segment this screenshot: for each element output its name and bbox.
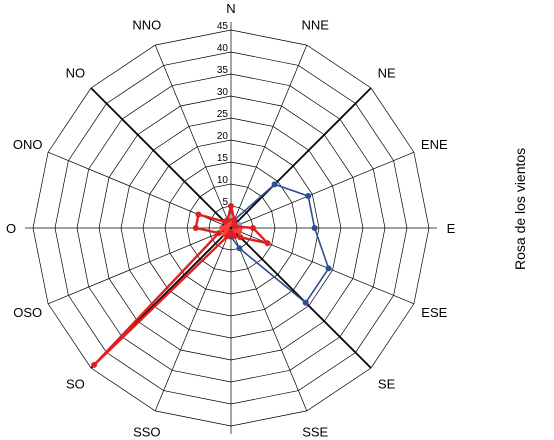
- data-point: [215, 230, 222, 237]
- direction-label-ono: ONO: [13, 137, 43, 152]
- spoke-ene: [230, 151, 415, 229]
- direction-label-ese: ESE: [421, 305, 447, 320]
- radial-tick-label: 15: [217, 153, 229, 164]
- series-line: [221, 183, 330, 304]
- data-point: [302, 299, 309, 306]
- data-point: [232, 223, 239, 230]
- direction-label-ne: NE: [378, 65, 396, 80]
- direction-label-nno: NNO: [132, 18, 161, 33]
- direction-label-e: E: [447, 221, 456, 236]
- direction-label-so: SO: [66, 377, 85, 392]
- spoke-oso: [47, 227, 232, 305]
- direction-labels: NNNENEENEEESESESSESSSOSOOSOOONONONNO: [6, 1, 456, 439]
- wind-rose-chart: 051015202530354045 NNNENEENEEESESESSESSS…: [6, 1, 456, 439]
- data-point: [192, 225, 199, 231]
- data-series: [91, 181, 332, 368]
- direction-label-sse: SSE: [302, 424, 328, 439]
- direction-label-no: NO: [66, 65, 86, 80]
- spoke-no: [90, 87, 232, 229]
- data-point: [237, 234, 244, 241]
- data-point: [224, 233, 231, 240]
- direction-label-o: O: [6, 221, 16, 236]
- radial-tick-label: 5: [222, 197, 228, 208]
- direction-label-sso: SSO: [133, 424, 160, 439]
- data-point: [325, 265, 332, 272]
- direction-label-n: N: [226, 1, 235, 16]
- data-point: [231, 216, 238, 223]
- data-point: [271, 181, 278, 188]
- direction-label-nne: NNE: [301, 18, 329, 33]
- spoke-nno: [154, 44, 232, 229]
- direction-label-ene: ENE: [421, 137, 448, 152]
- data-point: [195, 211, 202, 218]
- chart-title-text: Rosa de los vientos: [512, 147, 528, 270]
- radial-tick-label: 10: [217, 175, 229, 186]
- data-point: [311, 225, 318, 231]
- data-point: [219, 225, 226, 231]
- radial-tick-label: 40: [217, 43, 229, 54]
- spoke-ese: [230, 227, 415, 305]
- data-point: [305, 193, 312, 199]
- data-point: [91, 361, 98, 368]
- radial-tick-label: 20: [217, 131, 229, 142]
- spoke-sso: [154, 227, 232, 412]
- data-point: [236, 245, 243, 252]
- data-point: [264, 240, 271, 247]
- radial-tick-label: 30: [217, 87, 229, 98]
- chart-title: Rosa de los vientos: [490, 88, 550, 288]
- radial-tick-label: 35: [217, 65, 229, 76]
- spoke-nne: [230, 44, 308, 229]
- data-point: [236, 228, 243, 235]
- data-point: [228, 203, 234, 209]
- data-point: [224, 216, 231, 223]
- radial-tick-label: 45: [217, 21, 229, 32]
- radial-tick-label: 25: [217, 109, 229, 120]
- direction-label-se: SE: [378, 377, 396, 392]
- spoke-sse: [230, 227, 308, 412]
- direction-spokes: [25, 22, 437, 434]
- direction-label-oso: OSO: [13, 305, 42, 320]
- spoke-ne: [230, 87, 372, 229]
- data-point: [250, 225, 256, 231]
